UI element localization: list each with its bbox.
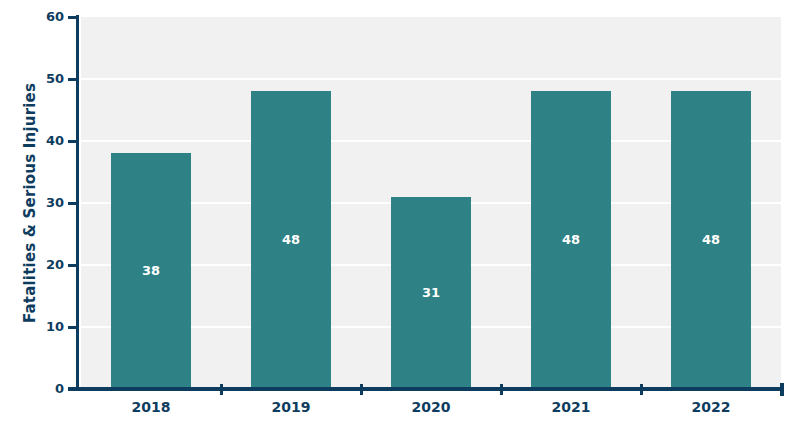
y-tick: [68, 78, 77, 81]
bar-value-label: 48: [671, 232, 751, 248]
x-tick: [220, 384, 223, 395]
bar-value-label: 31: [391, 285, 471, 301]
bar-value-label: 38: [111, 263, 191, 279]
y-tick-label: 20: [18, 258, 64, 272]
y-tick-label: 10: [18, 320, 64, 334]
y-tick-label: 0: [18, 382, 64, 396]
x-tick-label-2020: 2020: [361, 399, 501, 415]
x-tick-label-2019: 2019: [221, 399, 361, 415]
x-tick: [640, 384, 643, 395]
x-axis-end-tick: [780, 383, 784, 396]
y-tick-label: 60: [18, 10, 64, 24]
x-tick-label-2021: 2021: [501, 399, 641, 415]
y-tick: [68, 16, 77, 19]
x-tick-label-2022: 2022: [641, 399, 781, 415]
y-tick: [68, 326, 77, 329]
y-tick: [68, 140, 77, 143]
x-tick: [360, 384, 363, 395]
y-tick: [68, 202, 77, 205]
gridline: [81, 78, 781, 80]
x-axis-line: [68, 387, 784, 391]
y-tick-label: 30: [18, 196, 64, 210]
x-tick: [500, 384, 503, 395]
y-tick-label: 50: [18, 72, 64, 86]
y-tick: [68, 264, 77, 267]
x-tick-label-2018: 2018: [81, 399, 221, 415]
bar-value-label: 48: [251, 232, 331, 248]
bar-chart: Fatalities & Serious Injuries 3848314848…: [0, 0, 800, 431]
y-tick-label: 40: [18, 134, 64, 148]
bar-value-label: 48: [531, 232, 611, 248]
y-tick: [68, 388, 77, 391]
